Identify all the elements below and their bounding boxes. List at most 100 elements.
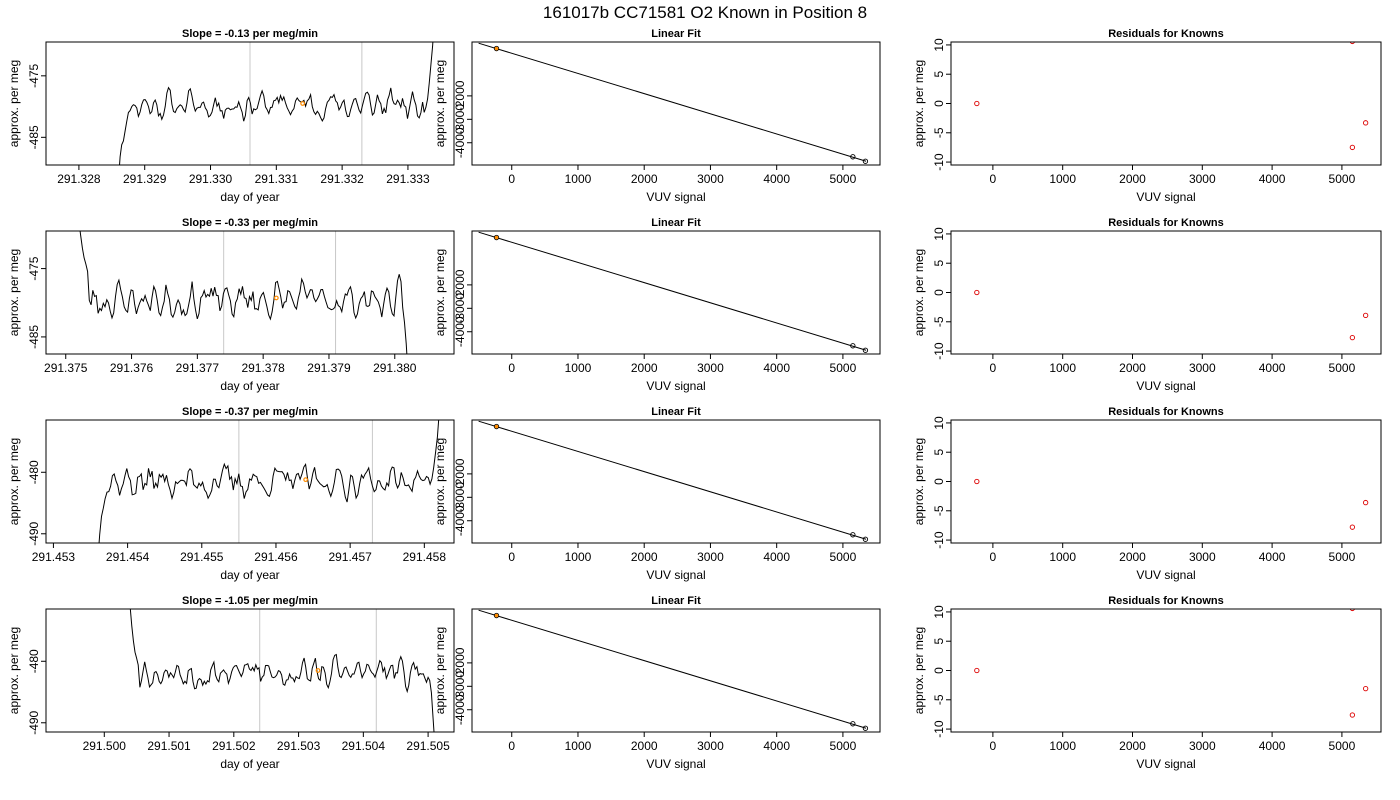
plot-frame xyxy=(950,230,1382,355)
y-tick-label: 10 xyxy=(932,227,946,241)
panel-title: Residuals for Knowns xyxy=(1108,217,1224,229)
known-point xyxy=(862,725,869,731)
chart-panel-1-2: Linear Fit 0 1000 2000 3000 4000 5000 -4000-300… xyxy=(433,28,881,204)
chart-panel-2-2: Linear Fit 0 1000 2000 3000 4000 5000 -4000-300… xyxy=(433,217,881,393)
x-tick-label: 5000 xyxy=(1329,550,1356,564)
x-tick-label: 291.501 xyxy=(147,739,191,753)
panel-title: Linear Fit xyxy=(651,217,701,229)
highlight-point xyxy=(494,235,499,240)
y-tick-label: -5 xyxy=(932,316,946,327)
x-tick-label: 2000 xyxy=(631,739,658,753)
x-axis: 0 1000 2000 3000 4000 5000 xyxy=(508,543,857,564)
known-point xyxy=(493,234,500,241)
x-tick-label: 291.456 xyxy=(254,550,298,564)
x-tick-label: 1000 xyxy=(565,550,592,564)
x-tick-label: 0 xyxy=(990,361,997,375)
panel-title: Linear Fit xyxy=(651,595,701,607)
x-tick-label: 3000 xyxy=(697,172,724,186)
y-tick-label: -2000 xyxy=(453,269,467,300)
x-tick-label: 3000 xyxy=(1189,739,1216,753)
x-axis: 291.375 291.376 291.377 291.378 291.379 291.3… xyxy=(44,354,417,375)
y-tick-label: 5 xyxy=(932,449,946,456)
plot-area xyxy=(974,289,1369,341)
average-marker xyxy=(300,101,306,106)
y-tick-label: -490 xyxy=(27,521,41,545)
plot-frame xyxy=(45,41,455,166)
y-tick-label: -10 xyxy=(932,342,946,360)
plot-frame xyxy=(45,608,455,733)
y-tick-label: -4000 xyxy=(453,316,467,347)
y-axis: -490 -480 xyxy=(27,460,46,546)
known-point xyxy=(850,532,856,538)
x-tick-label: 0 xyxy=(990,550,997,564)
x-axis-label: VUV signal xyxy=(646,568,705,582)
residual-point xyxy=(1349,42,1355,45)
x-tick-label: 3000 xyxy=(1189,172,1216,186)
y-axis-label: approx. per meg xyxy=(7,627,21,714)
known-point xyxy=(850,343,856,349)
y-axis: -10 -5 0 5 10 xyxy=(932,227,951,360)
y-tick-label: -480 xyxy=(27,460,41,484)
x-tick-label: 291.378 xyxy=(241,361,285,375)
x-tick-label: 2000 xyxy=(631,172,658,186)
y-axis-label: approx. per meg xyxy=(7,249,21,336)
x-tick-label: 0 xyxy=(508,361,515,375)
y-axis: -10 -5 0 5 10 xyxy=(932,605,951,738)
y-axis: -4000-3000-2000 xyxy=(453,80,472,158)
x-tick-label: 2000 xyxy=(1119,361,1146,375)
x-axis-label: VUV signal xyxy=(1136,757,1195,771)
x-axis-label: VUV signal xyxy=(1136,379,1195,393)
y-axis-label: approx. per meg xyxy=(912,627,926,714)
y-tick-label: 0 xyxy=(932,100,946,107)
x-tick-label: 291.457 xyxy=(328,550,372,564)
y-axis: -10 -5 0 5 10 xyxy=(932,416,951,549)
y-tick-label: 10 xyxy=(932,416,946,430)
x-tick-label: 291.377 xyxy=(176,361,220,375)
x-tick-label: 3000 xyxy=(697,550,724,564)
x-axis-label: day of year xyxy=(220,757,279,771)
x-tick-label: 5000 xyxy=(830,361,857,375)
residual-point xyxy=(974,289,980,296)
highlight-point xyxy=(494,424,499,429)
average-marker xyxy=(273,295,279,301)
known-point xyxy=(850,154,856,160)
plot-area xyxy=(119,42,434,165)
panel-title: Slope = -0.37 per meg/min xyxy=(182,406,318,418)
y-tick-label: -3000 xyxy=(453,671,467,702)
x-tick-label: 1000 xyxy=(1049,739,1076,753)
panel-title: Linear Fit xyxy=(651,406,701,418)
x-tick-label: 1000 xyxy=(565,172,592,186)
plot-area xyxy=(478,609,869,731)
plot-area xyxy=(974,478,1369,530)
x-tick-label: 291.500 xyxy=(83,739,127,753)
y-tick-label: -4000 xyxy=(453,127,467,158)
panel-title: Residuals for Knowns xyxy=(1108,595,1224,607)
y-axis-label: approx. per meg xyxy=(433,438,447,525)
x-tick-label: 291.454 xyxy=(106,550,150,564)
y-tick-label: -480 xyxy=(27,649,41,673)
fit-line xyxy=(478,420,867,540)
x-axis: 291.500 291.501 291.502 291.503 291.504 291.5… xyxy=(83,732,450,753)
y-tick-label: 0 xyxy=(932,289,946,296)
x-tick-label: 4000 xyxy=(1259,172,1286,186)
x-tick-label: 2000 xyxy=(631,550,658,564)
residual-point xyxy=(1349,712,1356,718)
y-axis: -10 -5 0 5 10 xyxy=(932,38,951,171)
residual-point xyxy=(1362,120,1369,126)
x-tick-label: 291.332 xyxy=(320,172,364,186)
x-tick-label: 0 xyxy=(508,739,515,753)
known-point xyxy=(862,536,869,542)
y-tick-label: 0 xyxy=(932,667,946,674)
y-tick-label: 10 xyxy=(932,605,946,619)
x-axis-label: VUV signal xyxy=(646,379,705,393)
x-tick-label: 291.375 xyxy=(44,361,88,375)
plot-frame xyxy=(950,608,1382,733)
plot-frame xyxy=(471,419,881,544)
x-axis-label: VUV signal xyxy=(646,757,705,771)
x-tick-label: 1000 xyxy=(565,739,592,753)
average-marker xyxy=(315,668,321,673)
panel-title: Linear Fit xyxy=(651,28,701,40)
x-axis: 0 1000 2000 3000 4000 5000 xyxy=(990,165,1356,186)
